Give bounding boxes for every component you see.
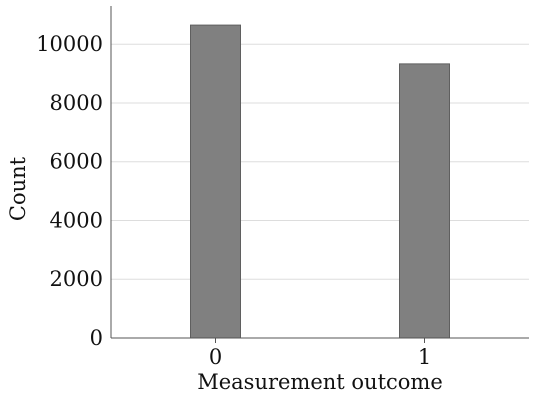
bar-1: [399, 63, 450, 339]
y-axis-label: Count: [6, 156, 30, 221]
y-tick-label: 0: [90, 326, 103, 350]
gridlines: [111, 43, 529, 280]
y-tick-labels: 0 2000 4000 6000 8000 10000: [36, 32, 103, 350]
y-tick-label: 6000: [50, 150, 103, 174]
x-axis-label: Measurement outcome: [197, 370, 443, 394]
y-tick-label: 8000: [50, 91, 103, 115]
x-tick-label: 1: [418, 345, 431, 369]
y-tick-label: 10000: [36, 32, 103, 56]
bar-0: [190, 24, 241, 339]
x-tick-label: 0: [209, 345, 222, 369]
bars: [190, 24, 450, 339]
y-tick-label: 2000: [50, 267, 103, 291]
y-tick-label: 4000: [50, 208, 103, 232]
